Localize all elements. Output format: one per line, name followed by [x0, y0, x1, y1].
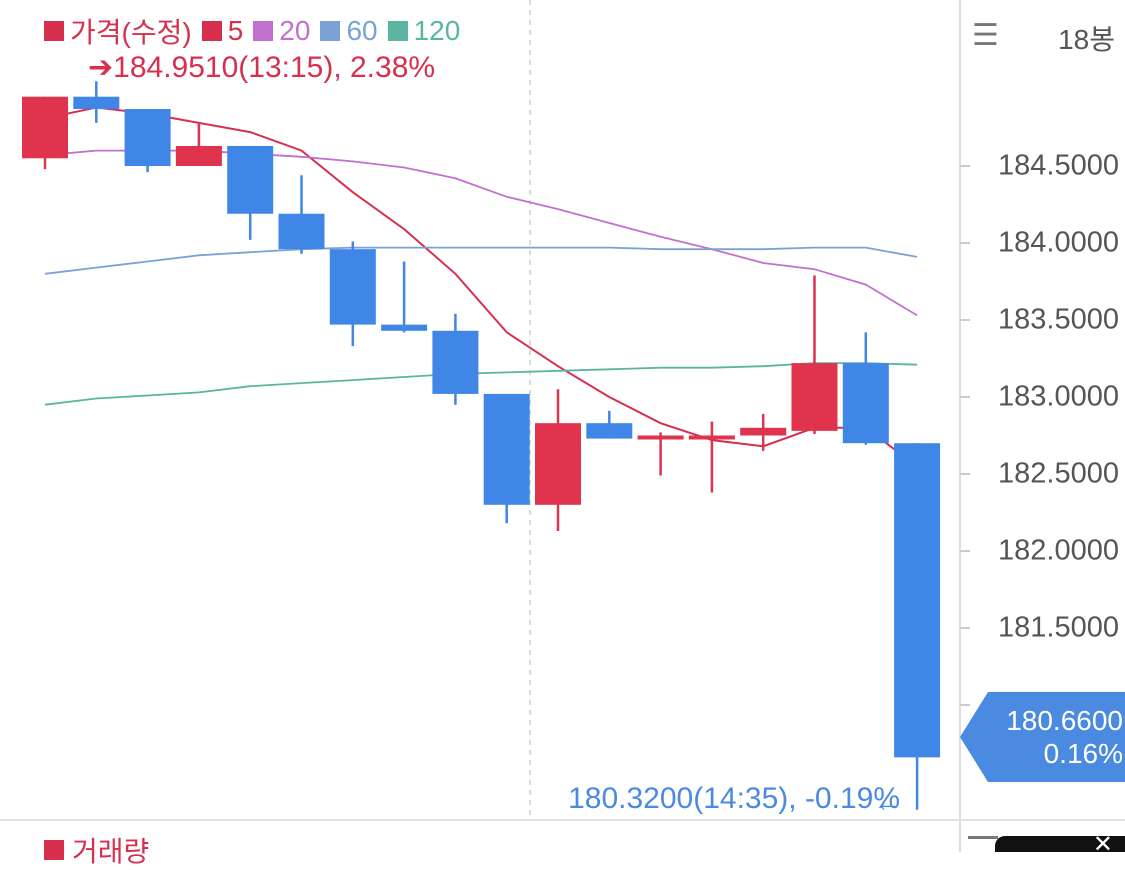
legend-label-price: 가격(수정)	[70, 17, 192, 48]
candlestick-chart	[0, 0, 1125, 852]
candle-body	[175, 145, 222, 166]
legend-item-ma20: 20	[253, 15, 310, 47]
candle-body	[894, 443, 941, 758]
candle-body	[22, 96, 68, 159]
volume-swatch	[44, 840, 64, 860]
high-annotation: ➔184.9510(13:15), 2.38%	[88, 50, 435, 85]
current-price-value: 180.6600	[1006, 705, 1123, 736]
low-annotation-text: 180.3200(14:35), -0.19%	[568, 782, 900, 815]
axis-panel	[960, 0, 1125, 820]
legend-item-ma60: 60	[320, 15, 378, 47]
high-annotation-text: 184.9510(13:15), 2.38%	[113, 51, 436, 84]
candle-body	[483, 393, 530, 505]
candle-body	[791, 363, 838, 431]
y-tick-label: 182.0000	[998, 534, 1119, 567]
candle-body	[124, 109, 171, 166]
volume-menu-icon[interactable]	[968, 836, 998, 855]
y-tick-label: 183.0000	[998, 380, 1119, 413]
low-annotation: 180.3200(14:35), -0.19%	[568, 782, 900, 816]
candle-body	[586, 423, 633, 439]
legend-swatch-ma20	[253, 21, 274, 41]
price-tag-shape	[960, 692, 1125, 782]
candle-body	[637, 435, 684, 440]
arrow-left-icon: ←	[874, 786, 902, 817]
candle-body	[73, 96, 120, 110]
legend-swatch-price	[44, 21, 64, 41]
legend-label-ma20: 20	[279, 15, 311, 46]
arrow-right-icon: ➔	[88, 51, 114, 84]
chart-legend: 가격(수정) 5 20 60 120	[44, 14, 460, 48]
candle-body	[278, 213, 325, 250]
candle-body	[227, 145, 274, 214]
y-tick-label: 184.0000	[998, 226, 1119, 259]
ma-line-60	[44, 246, 918, 275]
ma-line-20	[44, 149, 918, 317]
y-tick-label: 183.5000	[998, 303, 1119, 336]
legend-label-ma5: 5	[227, 15, 244, 46]
legend-swatch-ma5	[201, 21, 222, 41]
candle-body	[381, 324, 428, 331]
menu-icon[interactable]: ☰	[972, 19, 999, 52]
y-tick-label: 184.5000	[998, 149, 1119, 182]
legend-item-ma5: 5	[201, 15, 244, 47]
y-tick-label: 181.5000	[998, 611, 1119, 644]
current-price-text: 180.6600 0.16%	[1006, 704, 1123, 770]
legend-item-price: 가격(수정)	[44, 11, 192, 51]
ma-line-120	[44, 362, 918, 406]
close-icon[interactable]: ✕	[1092, 831, 1113, 858]
legend-label-ma120: 120	[413, 15, 461, 46]
current-price-change: 0.16%	[1043, 738, 1123, 769]
legend-item-ma120: 120	[387, 15, 461, 47]
candle-body	[740, 427, 787, 436]
ma-line-5	[44, 106, 918, 468]
legend-label-ma60: 60	[346, 15, 378, 46]
candle-body	[535, 423, 581, 505]
candle-body	[432, 330, 479, 394]
y-tick-label: 182.5000	[998, 457, 1119, 490]
current-price-tag	[960, 692, 1125, 782]
candle-body	[329, 249, 376, 325]
candle-body	[842, 363, 889, 444]
volume-title-text: 거래량	[72, 836, 150, 867]
legend-swatch-ma120	[387, 21, 408, 41]
candle-body	[688, 435, 735, 440]
volume-toolbar: ✕	[995, 831, 1125, 858]
period-selector[interactable]: 18봉	[1058, 24, 1115, 55]
legend-swatch-ma60	[320, 21, 341, 41]
volume-panel-title: 거래량	[44, 830, 149, 870]
